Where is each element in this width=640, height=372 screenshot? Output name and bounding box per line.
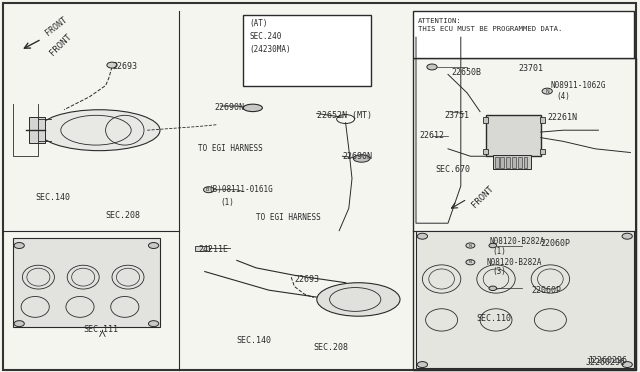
Circle shape [14,321,24,327]
Text: SEC.208: SEC.208 [106,211,141,220]
Circle shape [107,62,117,68]
Bar [512,157,516,168]
Bar [13,238,160,327]
Text: 23701: 23701 [518,64,543,73]
Bar [483,149,488,154]
Circle shape [466,260,475,265]
Text: ATTENTION:
THIS ECU MUST BE PROGRAMMED DATA.: ATTENTION: THIS ECU MUST BE PROGRAMMED D… [418,18,563,32]
Text: J2260296: J2260296 [586,358,626,367]
Text: 22060P: 22060P [531,286,561,295]
Text: B: B [205,187,209,192]
Bar [243,15,371,86]
Bar [495,157,499,168]
Text: N: N [545,89,549,94]
Bar [483,117,488,123]
Bar [195,246,209,251]
Circle shape [417,362,428,368]
Bar [506,157,510,168]
Text: (1): (1) [493,247,507,256]
Text: (4): (4) [557,92,571,101]
Bar [524,157,527,168]
Bar [29,117,45,143]
Ellipse shape [353,155,370,162]
Circle shape [148,321,159,327]
Text: 23751: 23751 [445,111,470,120]
Circle shape [466,243,475,248]
Text: SEC.208: SEC.208 [314,343,349,352]
Text: SEC.140: SEC.140 [35,193,70,202]
Circle shape [204,187,214,193]
Circle shape [489,243,497,248]
Text: 22261N: 22261N [547,113,577,122]
Text: J2260296: J2260296 [588,356,627,365]
Text: (AT)
SEC.240
(24230MA): (AT) SEC.240 (24230MA) [250,19,291,54]
Ellipse shape [317,283,400,316]
Text: SEC.111: SEC.111 [83,325,118,334]
Text: 22693: 22693 [112,62,137,71]
Text: N: N [469,244,472,247]
Text: FRONT: FRONT [470,185,496,210]
Bar [540,117,545,123]
Text: 22060P: 22060P [541,239,571,248]
Circle shape [622,362,632,368]
Text: N08911-1062G: N08911-1062G [550,81,606,90]
Text: N08120-B282A: N08120-B282A [490,237,545,246]
Text: 22652N (MT): 22652N (MT) [317,111,372,120]
Text: (1): (1) [221,198,235,207]
Text: SEC.670: SEC.670 [435,165,470,174]
Bar [413,58,636,370]
Circle shape [622,233,632,239]
Text: SEC.110: SEC.110 [477,314,512,323]
Text: FRONT: FRONT [44,16,68,38]
Bar [413,11,634,58]
Text: TO EGI HARNESS: TO EGI HARNESS [256,213,321,222]
Text: (3): (3) [493,267,507,276]
Text: N08120-B282A: N08120-B282A [486,258,542,267]
Bar [540,149,545,154]
Text: 22612: 22612 [419,131,444,140]
Text: 24211E: 24211E [198,245,228,254]
Bar [486,115,541,156]
Text: SEC.140: SEC.140 [237,336,272,345]
Bar [493,155,531,169]
Circle shape [542,88,552,94]
Circle shape [489,286,497,291]
Circle shape [427,64,437,70]
Circle shape [148,243,159,248]
Bar [500,157,504,168]
Bar [518,157,522,168]
Ellipse shape [243,104,262,112]
Text: 22693: 22693 [294,275,319,283]
Text: N: N [469,260,472,264]
Text: FRONT: FRONT [48,32,74,57]
Bar [416,231,634,368]
Ellipse shape [38,110,160,151]
Circle shape [417,233,428,239]
Text: 22690N: 22690N [214,103,244,112]
Text: TO EGI HARNESS: TO EGI HARNESS [198,144,263,153]
Text: 22650B: 22650B [451,68,481,77]
Text: (B)08111-0161G: (B)08111-0161G [208,185,273,194]
Text: 22690N: 22690N [342,152,372,161]
Circle shape [14,243,24,248]
